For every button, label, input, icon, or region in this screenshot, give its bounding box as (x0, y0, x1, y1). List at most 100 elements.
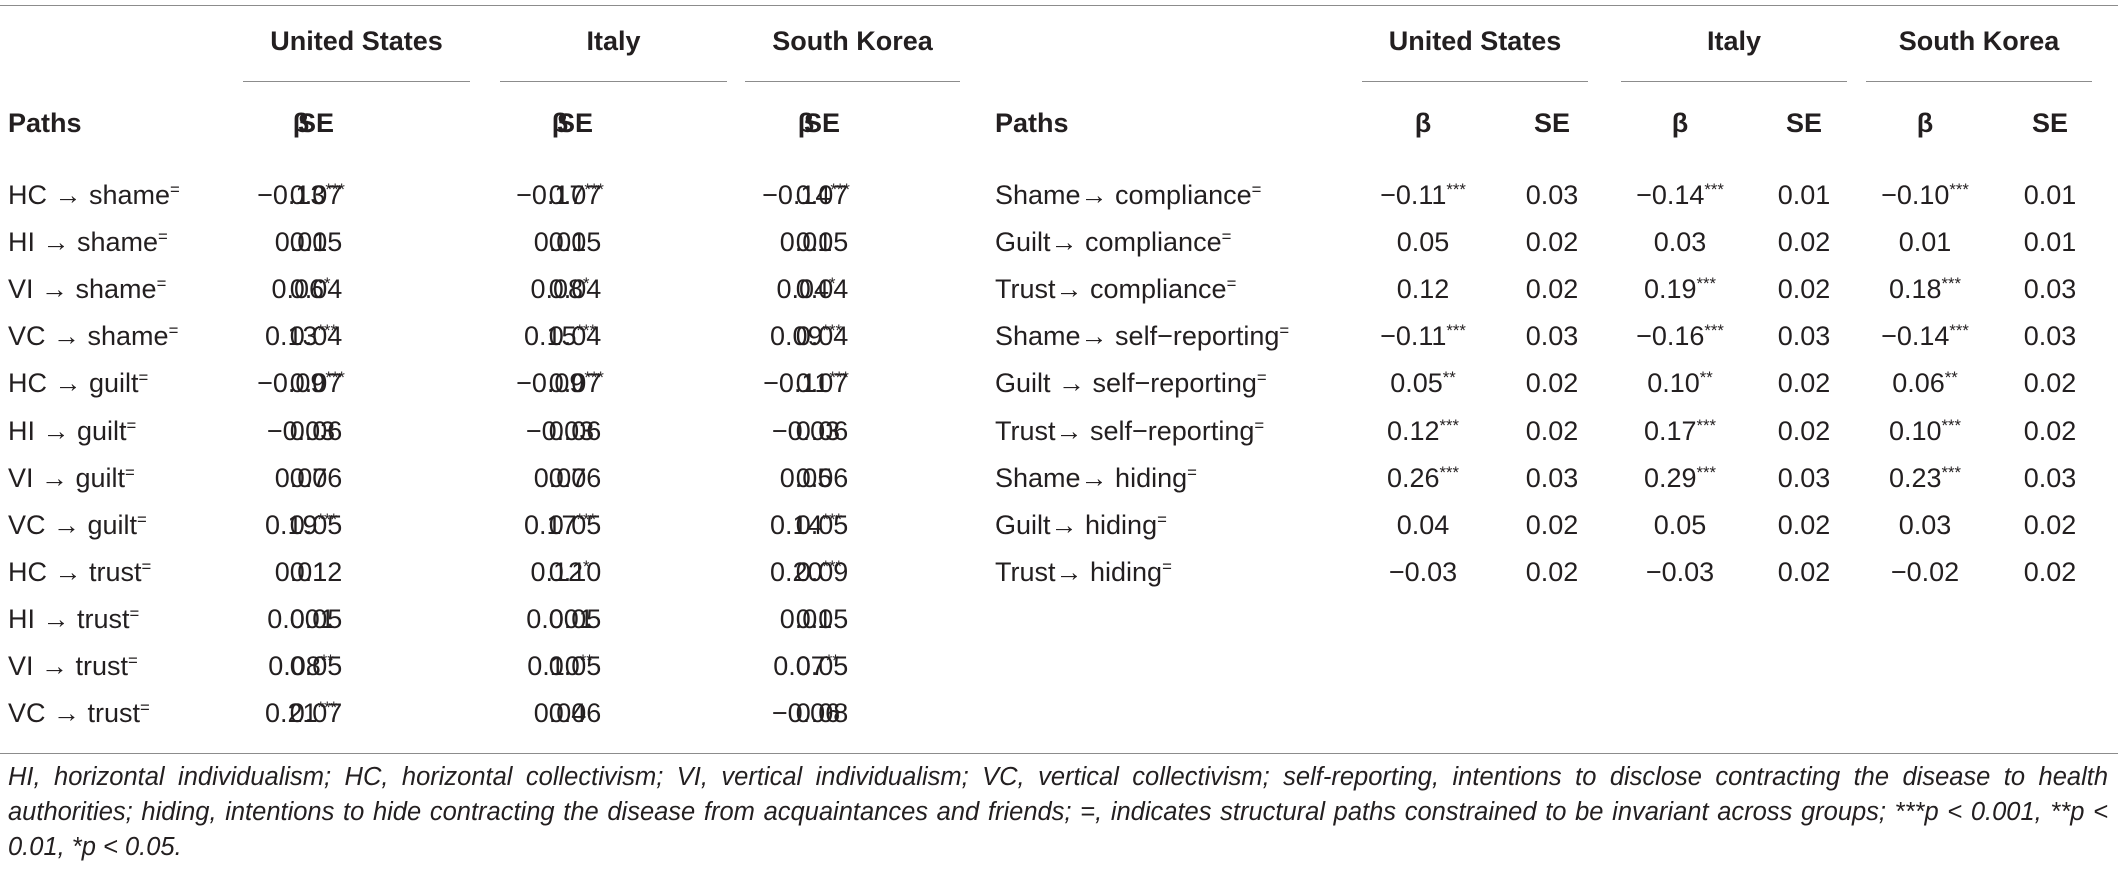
group-underline (1866, 81, 2092, 82)
beta-value: 0.12*** (1323, 414, 1523, 448)
beta-value: 0.05 (1580, 508, 1780, 542)
se-value: 0.02 (1777, 416, 1831, 446)
se-value: 0.02 (1777, 557, 1831, 587)
beta-value: −0.14*** (1580, 178, 1780, 212)
beta-number: −0.02 (1890, 557, 1960, 587)
se-value: 0.09 (795, 557, 849, 587)
se-value: 0.02 (2023, 368, 2077, 398)
beta-value: 0.001 (460, 602, 660, 636)
beta-number: 0.04 (533, 698, 587, 728)
invariance-mark: = (126, 415, 137, 435)
table-footnote: HI, horizontal individualism; HC, horizo… (8, 763, 2108, 861)
significance-stars: *** (822, 509, 843, 529)
invariance-mark: = (1162, 556, 1172, 576)
se-value: 0.07 (289, 698, 343, 728)
beta-number: −0.13 (257, 180, 326, 210)
beta-number: −0.11 (1380, 180, 1447, 210)
se-value: 0.07 (289, 180, 343, 210)
beta-value: −0.14*** (1825, 319, 2025, 353)
beta-value: 0.04 (1323, 508, 1523, 542)
beta-number: −0.09 (257, 368, 326, 398)
significance-stars: *** (1439, 462, 1460, 482)
path-label: Trust→ self−reporting= (995, 414, 1264, 448)
beta-number: 0.06 (1892, 368, 1945, 398)
beta-number: 0.04 (1396, 510, 1450, 540)
se-value: 0.05 (289, 510, 343, 540)
significance-stars: *** (1941, 415, 1962, 435)
beta-value: 0.17*** (460, 508, 660, 542)
se-value: 0.07 (795, 368, 849, 398)
path-label: HI → guilt= (8, 414, 136, 448)
path-label: Shame→ self−reporting= (995, 319, 1289, 353)
invariance-mark: = (170, 179, 180, 199)
beta-value: −0.09*** (460, 366, 660, 400)
invariance-mark: = (1226, 273, 1237, 293)
beta-value: −0.16*** (1580, 319, 1780, 353)
se-value: 0.02 (1525, 510, 1579, 540)
significance-stars: *** (317, 320, 338, 340)
se-value: 0.06 (795, 416, 849, 446)
se-value: 0.10 (548, 557, 602, 587)
beta-value: 0.07 (201, 461, 401, 495)
beta-value: 0.01 (460, 225, 660, 259)
significance-stars: *** (317, 697, 338, 717)
beta-number: 0.20 (769, 557, 823, 587)
beta-number: 0.08 (268, 651, 321, 681)
path-label: HC → trust= (8, 555, 151, 589)
beta-value: −0.09*** (201, 366, 401, 400)
beta-value: 0.03 (1825, 508, 2025, 542)
beta-value: 0.19*** (201, 508, 401, 542)
beta-number: 0.19 (264, 510, 318, 540)
beta-number: 0.01 (1898, 227, 1952, 257)
path-text: HI → shame (8, 227, 159, 257)
se-value: 0.05 (795, 510, 849, 540)
invariance-mark: = (137, 509, 147, 529)
significance-stars: *** (1696, 273, 1717, 293)
beta-number: 0.01 (274, 227, 328, 257)
beta-number: 0.07 (773, 651, 826, 681)
beta-number: 0.10 (527, 651, 580, 681)
beta-number: −0.17 (516, 180, 585, 210)
beta-value: 0.04* (706, 272, 906, 306)
beta-column-header: β (292, 108, 310, 138)
significance-stars: ** (825, 650, 839, 670)
path-text: VC → trust (8, 698, 141, 728)
beta-column-header: β (1414, 108, 1432, 138)
significance-stars: *** (1704, 320, 1724, 340)
significance-stars: *** (1949, 320, 1969, 340)
beta-value: 0.01 (1825, 225, 2025, 259)
se-value: 0.06 (289, 463, 343, 493)
beta-number: −0.11 (1380, 321, 1447, 351)
se-value: 0.04 (795, 321, 849, 351)
group-header: United States (1388, 26, 1562, 56)
se-column-header: SE (1533, 108, 1571, 138)
significance-stars: ** (579, 650, 593, 670)
beta-value: −0.13*** (201, 178, 401, 212)
path-text: HC → guilt (8, 368, 139, 398)
se-column-header: SE (297, 108, 335, 138)
beta-number: 0.19 (1643, 274, 1697, 304)
se-value: 0.04 (289, 274, 343, 304)
beta-number: 0.001 (267, 604, 335, 634)
beta-value: 0.03 (1580, 225, 1780, 259)
path-text: VC → shame (8, 321, 169, 351)
se-value: 0.03 (2023, 321, 2077, 351)
beta-value: 0.001 (201, 602, 401, 636)
group-underline (1621, 81, 1847, 82)
beta-value: 0.07** (706, 649, 906, 683)
beta-value: 0.01 (201, 225, 401, 259)
beta-number: 0.01 (779, 227, 833, 257)
beta-value: −0.03 (201, 414, 401, 448)
significance-stars: *** (829, 367, 849, 387)
beta-number: 0.12 (1386, 416, 1440, 446)
beta-number: 0.12 (1396, 274, 1450, 304)
se-value: 0.03 (2023, 463, 2077, 493)
path-label: VC → trust= (8, 696, 150, 730)
beta-number: 0.15 (523, 321, 577, 351)
se-value: 0.06 (289, 416, 343, 446)
significance-stars: ** (1442, 367, 1456, 387)
beta-number: −0.14 (762, 180, 831, 210)
se-value: 0.02 (1777, 510, 1831, 540)
se-value: 0.07 (289, 368, 343, 398)
path-text: Guilt→ compliance (995, 227, 1222, 257)
